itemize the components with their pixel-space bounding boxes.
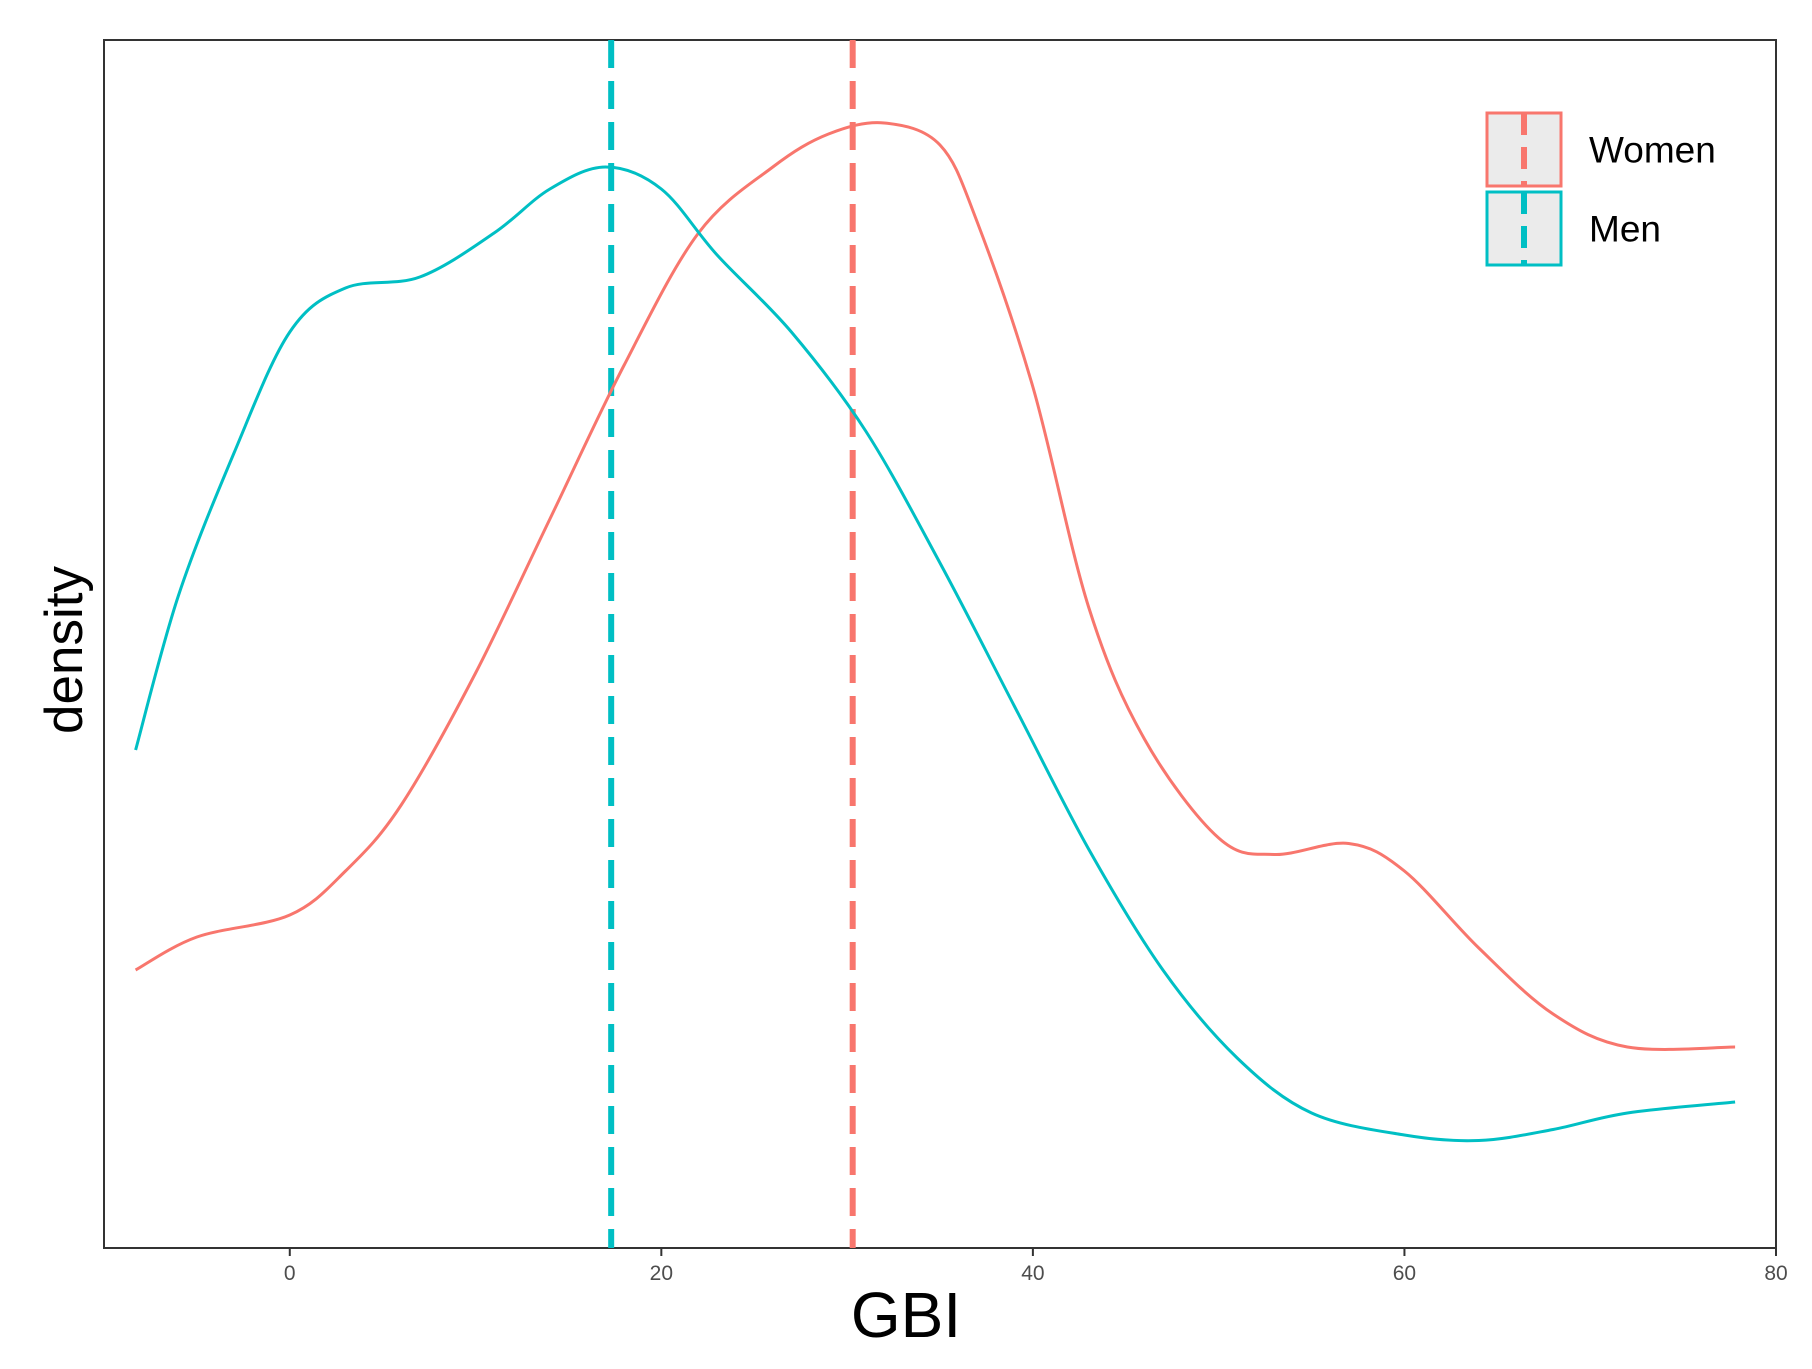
legend: Women Men xyxy=(1485,111,1716,267)
legend-item-women: Women xyxy=(1485,111,1716,188)
density-curves xyxy=(134,121,1736,1143)
legend-label: Women xyxy=(1589,130,1716,171)
x-tick-label: 40 xyxy=(1021,1262,1044,1285)
x-tick-label: 80 xyxy=(1764,1262,1787,1285)
x-axis-ticks: 0 20 40 60 80 xyxy=(284,1248,1788,1285)
legend-label: Men xyxy=(1589,209,1661,250)
x-tick-label: 0 xyxy=(284,1262,296,1285)
density-line-women xyxy=(134,121,1736,1051)
mean-lines xyxy=(608,40,856,1248)
y-axis-title: density xyxy=(35,566,94,734)
density-line-men xyxy=(134,165,1736,1143)
x-tick-label: 60 xyxy=(1393,1262,1416,1285)
legend-item-men: Men xyxy=(1485,190,1661,267)
x-tick-label: 20 xyxy=(650,1262,673,1285)
x-axis-title: GBI xyxy=(851,1279,961,1351)
